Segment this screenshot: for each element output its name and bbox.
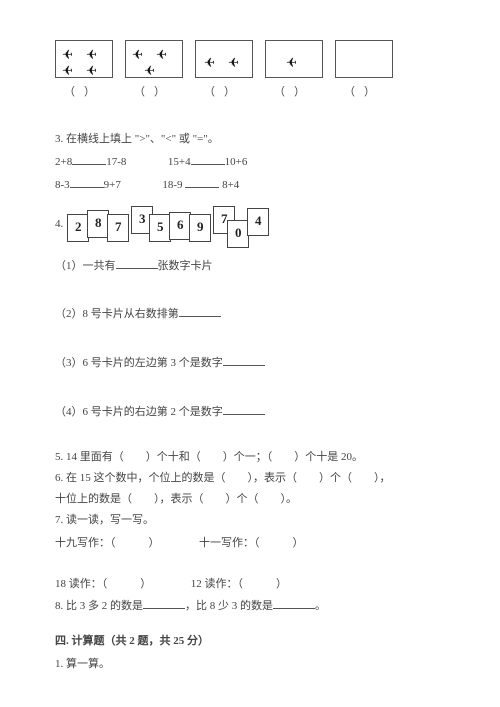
q4-s1: （1）一共有 张数字卡片 <box>55 256 445 277</box>
q4-cards: 2 8 7 3 5 6 9 7 0 4 <box>67 204 445 246</box>
card-2: 2 <box>67 214 89 242</box>
paren-1: （） <box>55 82 113 103</box>
q5: 5. 14 里面有（ ）个十和（ ）个一；（ ）个十是 20。 <box>55 447 445 468</box>
q4-s3: （3）6 号卡片的左边第 3 个是数字 <box>55 353 445 374</box>
q4-row: 4. 2 8 7 3 5 6 9 7 0 4 <box>55 204 445 246</box>
q3-row1: 2+8 17-8 15+4 10+6 <box>55 152 445 173</box>
card-8: 8 <box>87 210 109 238</box>
q7b-r: 12 读作：（ ） <box>191 578 287 590</box>
q4-s4-blank <box>223 402 265 415</box>
card-0: 0 <box>227 220 249 248</box>
plane-boxes-row: ✈ ✈ ✈ ✈ ✈ ✈ ✈ ✈ ✈ ✈ <box>55 40 445 78</box>
q7a-r: 十一写作：（ ） <box>199 537 304 549</box>
q3-r2b-blank <box>185 175 219 188</box>
paren-5: （） <box>335 82 393 103</box>
q4-s2a: （2）8 号卡片从右数排第 <box>55 308 179 320</box>
q3-r2a-r: 9+7 <box>104 175 121 196</box>
plane-box-0 <box>335 40 393 78</box>
plane-box-4: ✈ ✈ ✈ ✈ <box>55 40 113 78</box>
plane-box-1: ✈ <box>265 40 323 78</box>
q4-s2: （2）8 号卡片从右数排第 <box>55 304 445 325</box>
q3-r1a-l: 2+8 <box>55 152 72 173</box>
q3-r2a-blank <box>70 175 104 188</box>
q7: 7. 读一读，写一写。 <box>55 510 445 531</box>
q3-r2b-r: 8+4 <box>222 175 239 196</box>
q4-s1-blank <box>116 256 158 269</box>
paren-4: （） <box>265 82 323 103</box>
plane-box-2: ✈ ✈ <box>195 40 253 78</box>
sec4-q1: 1. 算一算。 <box>55 654 445 675</box>
q7b-l: 18 读作：（ ） <box>55 578 151 590</box>
q3-title: 3. 在横线上填上 ">"、"<" 或 "="。 <box>55 129 445 150</box>
q8: 8. 比 3 多 2 的数是 ，比 8 少 3 的数是 。 <box>55 596 445 617</box>
q3-row2: 8-3 9+7 18-9 8+4 <box>55 175 445 196</box>
section-4-title: 四. 计算题（共 2 题，共 25 分） <box>55 631 445 652</box>
q4-s4: （4）6 号卡片的右边第 2 个是数字 <box>55 402 445 423</box>
card-7a: 7 <box>107 214 129 242</box>
q6b: 十位上的数是（ ），表示（ ）个（ ）。 <box>55 489 445 510</box>
q8b: ，比 8 少 3 的数是 <box>185 600 273 612</box>
card-5: 5 <box>149 214 171 242</box>
q4-s1a: （1）一共有 <box>55 260 116 272</box>
q8-blank1 <box>143 596 185 609</box>
q3-r2a-l: 8-3 <box>55 175 70 196</box>
card-6: 6 <box>169 212 191 240</box>
q8c: 。 <box>315 600 326 612</box>
card-4: 4 <box>247 208 269 236</box>
q3-r2b-l: 18-9 <box>162 175 182 196</box>
q3-r1b-r: 10+6 <box>225 152 248 173</box>
q6a: 6. 在 15 这个数中，个位上的数是（ ），表示（ ）个（ ）， <box>55 468 445 489</box>
paren-3: （） <box>195 82 253 103</box>
q4-s1b: 张数字卡片 <box>158 260 213 272</box>
q3-r1b-blank <box>191 152 225 165</box>
q7-row2: 18 读作：（ ） 12 读作：（ ） <box>55 574 445 595</box>
paren-2: （） <box>125 82 183 103</box>
q8a: 8. 比 3 多 2 的数是 <box>55 600 143 612</box>
q4-s4a: （4）6 号卡片的右边第 2 个是数字 <box>55 406 223 418</box>
card-9: 9 <box>189 214 211 242</box>
q3-r1b-l: 15+4 <box>168 152 191 173</box>
q3-r1a-r: 17-8 <box>106 152 126 173</box>
q8-blank2 <box>273 596 315 609</box>
plane-paren-row: （） （） （） （） （） <box>55 82 445 103</box>
plane-box-3: ✈ ✈ ✈ <box>125 40 183 78</box>
q4-s3a: （3）6 号卡片的左边第 3 个是数字 <box>55 357 223 369</box>
q4-s3-blank <box>223 353 265 366</box>
q7-row1: 十九写作：（ ） 十一写作：（ ） <box>55 533 445 554</box>
q7a-l: 十九写作：（ ） <box>55 537 160 549</box>
q3-r1a-blank <box>72 152 106 165</box>
q4-label: 4. <box>55 214 63 235</box>
q4-s2-blank <box>179 304 221 317</box>
